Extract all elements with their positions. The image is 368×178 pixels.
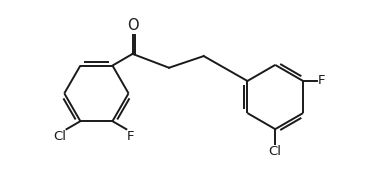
Text: F: F	[318, 74, 325, 87]
Text: O: O	[127, 19, 138, 33]
Text: Cl: Cl	[269, 145, 282, 158]
Text: Cl: Cl	[53, 130, 66, 143]
Text: F: F	[127, 130, 135, 143]
